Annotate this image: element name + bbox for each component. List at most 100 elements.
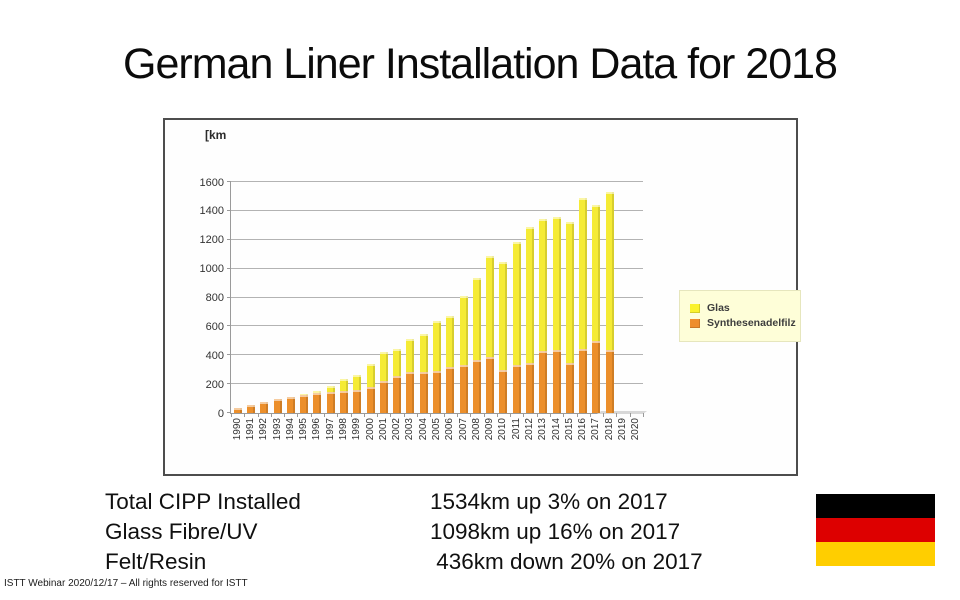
x-tick [363, 413, 365, 417]
bar-segment-glas-2014 [552, 216, 561, 351]
bar-segment-synthesenadelfilz-2000 [366, 387, 375, 413]
x-axis-label-2016: 2016 [577, 418, 589, 441]
bar-segment-synthesenadelfilz-1990 [233, 407, 242, 413]
x-axis-label-1997: 1997 [324, 418, 336, 441]
x-tick [616, 413, 618, 417]
bar-2011 [512, 241, 521, 413]
x-axis-label-2008: 2008 [470, 418, 482, 441]
bar-2009 [486, 256, 495, 413]
legend-swatch-synthesenadelfilz [690, 318, 700, 328]
bar-segment-synthesenadelfilz-2006 [446, 366, 455, 413]
bar-2005 [433, 320, 441, 413]
flag-stripe-red [816, 518, 935, 542]
x-axis-label-1996: 1996 [311, 418, 323, 441]
bar-segment-synthesenadelfilz-2005 [433, 371, 441, 413]
bar-segment-glas-2009 [486, 256, 495, 357]
legend-item-synthesenadelfilz: Synthesenadelfilz [690, 317, 796, 329]
x-axis-label-2020: 2020 [630, 418, 642, 441]
x-tick [510, 413, 512, 417]
x-axis-label-1998: 1998 [337, 418, 349, 441]
bar-segment-synthesenadelfilz-1998 [339, 391, 348, 413]
bar-2015 [565, 221, 574, 413]
x-tick [417, 413, 419, 417]
bar-segment-synthesenadelfilz-2012 [526, 363, 535, 413]
summary-row-0-label: Total CIPP Installed [105, 489, 301, 514]
legend-label: Glas [707, 302, 730, 314]
x-axis-label-2006: 2006 [444, 418, 456, 441]
x-axis-label-2017: 2017 [590, 418, 602, 441]
bar-1995 [300, 394, 309, 413]
bar-segment-synthesenadelfilz-2004 [419, 372, 428, 413]
summary-table: Total CIPP Installed 1534km up 3% on 2017… [105, 487, 703, 577]
bar-segment-synthesenadelfilz-2001 [379, 380, 388, 413]
x-tick [456, 413, 458, 417]
x-axis-label-1990: 1990 [231, 418, 243, 441]
bar-segment-glas-2003 [406, 339, 415, 372]
y-tick-600 [227, 325, 231, 327]
x-tick [523, 413, 525, 417]
y-tick-1600 [227, 181, 231, 182]
y-tick-0 [227, 412, 231, 413]
bar-segment-synthesenadelfilz-2013 [539, 351, 548, 413]
x-tick [390, 413, 392, 417]
bar-segment-glas-2017 [592, 205, 601, 341]
bar-segment-synthesenadelfilz-2008 [472, 359, 481, 413]
gridline-1000 [231, 267, 643, 269]
bar-segment-synthesenadelfilz-1996 [313, 392, 322, 413]
summary-row-2-value: 436km down 20% on 2017 [430, 549, 703, 574]
bar-segment-synthesenadelfilz-2016 [579, 348, 588, 413]
y-axis-label-0: 0 [217, 407, 224, 420]
bar-segment-glas-2010 [499, 262, 508, 370]
y-tick-1000 [227, 267, 231, 269]
bar-segment-synthesenadelfilz-2015 [565, 362, 574, 413]
gridline-1600 [231, 181, 643, 182]
summary-row-0-value: 1534km up 3% on 2017 [430, 489, 668, 514]
bar-segment-glas-2001 [379, 352, 388, 381]
x-axis-label-2004: 2004 [417, 418, 429, 441]
x-axis-label-2003: 2003 [404, 418, 416, 441]
y-tick-800 [227, 296, 231, 298]
x-tick [270, 413, 272, 417]
bar-2006 [446, 315, 455, 413]
y-tick-1200 [227, 238, 231, 240]
chart-3d-floor [596, 411, 648, 414]
y-axis-label-1000: 1000 [199, 263, 224, 276]
bar-1998 [339, 379, 348, 413]
x-axis-label-1991: 1991 [244, 418, 256, 441]
x-tick [589, 413, 591, 417]
x-axis-label-2015: 2015 [563, 418, 575, 441]
x-tick [576, 413, 578, 417]
bar-segment-synthesenadelfilz-2011 [512, 364, 521, 413]
bar-segment-glas-1997 [326, 386, 335, 393]
bar-2017 [592, 205, 601, 413]
summary-row-1-value: 1098km up 16% on 2017 [430, 519, 681, 544]
bar-segment-glas-2000 [366, 363, 375, 388]
x-tick [443, 413, 445, 417]
x-axis-label-1992: 1992 [258, 418, 270, 441]
bar-segment-glas-2007 [459, 295, 468, 365]
bar-segment-synthesenadelfilz-2002 [393, 376, 402, 413]
gridline-1200 [231, 238, 643, 240]
bar-segment-glas-2002 [393, 349, 402, 377]
gridline-800 [231, 296, 643, 298]
x-axis-label-2011: 2011 [510, 418, 522, 440]
bar-segment-synthesenadelfilz-1992 [260, 402, 269, 413]
gridline-1400 [231, 209, 643, 211]
bar-segment-synthesenadelfilz-1999 [353, 389, 362, 413]
x-tick [470, 413, 472, 417]
bar-segment-glas-2004 [419, 333, 428, 373]
legend-swatch-glas [690, 303, 700, 313]
x-axis-label-2013: 2013 [537, 418, 549, 441]
bar-segment-synthesenadelfilz-2014 [552, 350, 561, 413]
bar-segment-glas-2015 [565, 221, 574, 363]
x-axis-label-2009: 2009 [484, 418, 496, 441]
x-axis-label-2001: 2001 [377, 418, 389, 441]
bar-segment-glas-2018 [605, 191, 614, 351]
y-tick-400 [227, 354, 231, 356]
x-axis-label-2000: 2000 [364, 418, 376, 441]
bar-segment-glas-2006 [446, 315, 455, 367]
x-axis-label-2014: 2014 [550, 418, 562, 441]
chart-frame: [km 0 200 400 600 800 1000 1200 1400 1600 1990 199… [163, 118, 801, 476]
x-tick [629, 413, 631, 417]
